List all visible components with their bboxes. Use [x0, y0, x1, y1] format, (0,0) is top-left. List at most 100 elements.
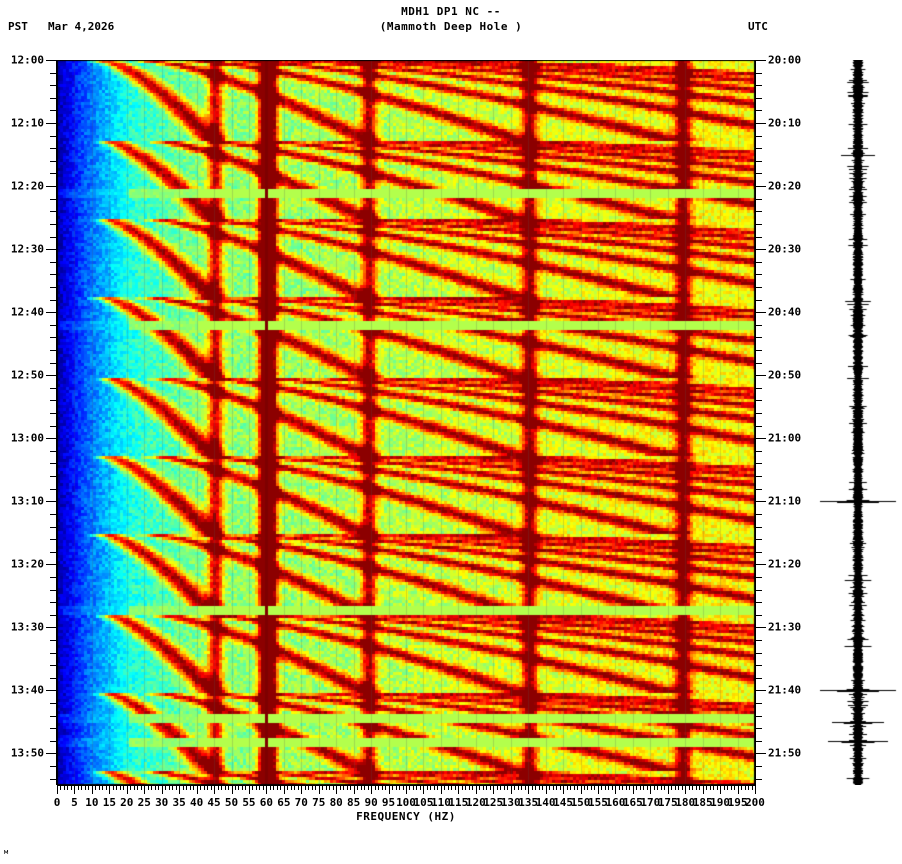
frequency-major-tick: [563, 785, 565, 794]
frequency-minor-tick: [629, 785, 631, 790]
utc-axis-minor-tick: [755, 703, 762, 705]
frequency-minor-tick: [304, 785, 306, 790]
frequency-minor-tick: [224, 785, 226, 790]
utc-axis-minor-tick: [755, 614, 762, 616]
pst-axis-minor-tick: [50, 299, 57, 301]
pst-axis-minor-tick: [50, 703, 57, 705]
utc-axis-minor-tick: [755, 97, 762, 99]
frequency-minor-tick: [158, 785, 160, 790]
utc-axis-minor-tick: [755, 488, 762, 490]
utc-axis-minor-tick: [755, 513, 762, 515]
utc-axis-minor-tick: [755, 350, 762, 351]
pst-axis-minor-tick: [50, 652, 57, 654]
frequency-major-tick: [161, 785, 163, 794]
frequency-minor-tick: [381, 785, 383, 790]
frequency-axis-label: 50: [224, 796, 239, 809]
frequency-axis-label: 75: [312, 796, 326, 809]
frequency-axis-label: 175: [657, 796, 678, 809]
waveform-trace-panel[interactable]: [818, 60, 902, 785]
pst-axis-minor-tick: [50, 337, 57, 339]
frequency-major-tick: [283, 785, 285, 794]
frequency-major-tick: [510, 785, 512, 794]
utc-axis-minor-tick: [755, 299, 762, 301]
spectrogram-plot[interactable]: [57, 60, 755, 785]
utc-axis-minor-tick: [755, 576, 762, 578]
frequency-minor-tick: [350, 785, 352, 790]
utc-axis-major-tick: [755, 312, 766, 314]
frequency-minor-tick: [228, 785, 229, 790]
frequency-axis: FREQUENCY (HZ) 0 5 10 15 20 25 30 35 40 45 50 55 60 6…: [53, 785, 765, 825]
pst-axis-minor-tick: [50, 677, 57, 679]
pst-axis-minor-tick: [50, 274, 57, 276]
frequency-minor-tick: [200, 785, 202, 790]
frequency-major-tick: [179, 785, 181, 794]
frequency-major-tick: [109, 785, 111, 794]
frequency-minor-tick: [622, 785, 624, 790]
frequency-minor-tick: [625, 785, 627, 790]
frequency-axis-label: 140: [535, 796, 556, 809]
frequency-axis-label: 135: [518, 796, 539, 809]
pst-axis-major-tick: [46, 690, 57, 692]
frequency-minor-tick: [339, 785, 341, 790]
frequency-minor-tick: [604, 785, 606, 790]
utc-axis-minor-tick: [755, 223, 762, 225]
frequency-minor-tick: [245, 785, 247, 790]
frequency-minor-tick: [507, 785, 509, 790]
frequency-major-tick: [144, 785, 146, 794]
frequency-minor-tick: [496, 785, 498, 790]
date-label: Mar 4,2026: [48, 20, 115, 33]
utc-axis-major-tick: [755, 438, 766, 440]
frequency-minor-tick: [119, 785, 121, 790]
utc-axis-minor-tick: [755, 640, 762, 641]
frequency-axis-label: 10: [85, 796, 99, 809]
utc-axis-label: 20:30: [768, 242, 802, 256]
frequency-minor-tick: [482, 785, 484, 790]
utc-axis-major-tick: [755, 123, 766, 125]
frequency-minor-tick: [102, 785, 104, 790]
utc-axis-label: 20:40: [768, 305, 802, 319]
frequency-minor-tick: [63, 785, 65, 790]
pst-axis-minor-tick: [50, 223, 57, 225]
frequency-major-tick: [423, 785, 425, 794]
frequency-axis-label: 65: [277, 796, 291, 809]
frequency-minor-tick: [95, 785, 97, 790]
pst-axis-label: 12:00: [10, 53, 44, 67]
utc-axis-minor-tick: [755, 425, 762, 427]
frequency-axis-label: 55: [242, 796, 256, 809]
utc-axis-major-tick: [755, 60, 766, 61]
pst-axis-label: 12:50: [10, 368, 44, 382]
utc-axis-label: 20:20: [768, 179, 802, 193]
pst-axis-minor-tick: [50, 362, 57, 364]
frequency-minor-tick: [566, 785, 568, 790]
utc-axis-minor-tick: [755, 476, 762, 478]
left-timezone-label: PST: [8, 20, 28, 33]
pst-axis-minor-tick: [50, 236, 57, 238]
frequency-axis-label: 0: [53, 796, 61, 809]
frequency-minor-tick: [395, 785, 397, 790]
frequency-axis-label: 165: [622, 796, 643, 809]
frequency-minor-tick: [451, 785, 453, 790]
frequency-minor-tick: [430, 785, 432, 790]
frequency-major-tick: [702, 785, 704, 794]
frequency-minor-tick: [308, 785, 310, 790]
frequency-major-tick: [301, 785, 303, 794]
pst-axis-major-tick: [46, 627, 57, 629]
frequency-minor-tick: [151, 785, 153, 790]
right-timezone-label: UTC: [748, 20, 768, 33]
frequency-major-tick: [475, 785, 477, 794]
frequency-minor-tick: [154, 785, 156, 790]
pst-axis-minor-tick: [50, 766, 57, 768]
frequency-axis-label: 100: [396, 796, 416, 809]
pst-axis-label: 13:30: [10, 620, 44, 634]
utc-axis-major-tick: [755, 627, 766, 629]
utc-axis-minor-tick: [755, 173, 762, 175]
frequency-axis-label: 170: [640, 796, 661, 809]
frequency-major-tick: [545, 785, 547, 794]
frequency-minor-tick: [241, 785, 243, 790]
utc-axis-major-tick: [755, 186, 766, 188]
frequency-minor-tick: [692, 785, 694, 790]
utc-axis-minor-tick: [755, 778, 762, 780]
frequency-minor-tick: [741, 785, 743, 790]
frequency-minor-tick: [203, 785, 205, 790]
frequency-minor-tick: [444, 785, 446, 790]
